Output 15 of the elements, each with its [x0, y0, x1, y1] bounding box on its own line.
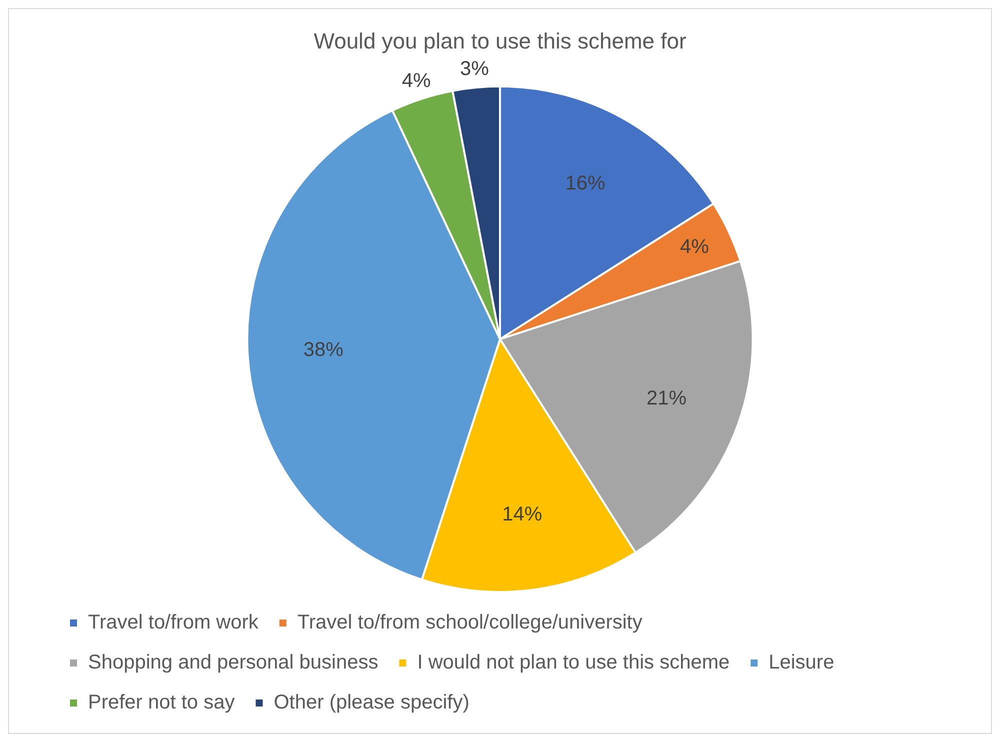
data-label: 3% — [460, 58, 490, 80]
data-label: 16% — [565, 172, 606, 195]
legend-label: Leisure — [768, 652, 834, 674]
legend-label: Shopping and personal business — [88, 652, 378, 674]
chart-title: Would you plan to use this scheme for — [314, 28, 686, 54]
data-label: 38% — [303, 338, 344, 361]
data-label: 21% — [646, 388, 687, 410]
legend-label: I would not plan to use this scheme — [417, 652, 730, 674]
legend-label: Other (please specify) — [274, 692, 470, 714]
data-label: 14% — [502, 503, 542, 526]
legend-label: Travel to/from work — [88, 612, 260, 634]
legend-label: Travel to/from school/college/university — [297, 612, 642, 634]
data-label: 4% — [680, 236, 710, 258]
legend-label: Prefer not to say — [88, 692, 235, 714]
data-label: 4% — [402, 70, 431, 92]
